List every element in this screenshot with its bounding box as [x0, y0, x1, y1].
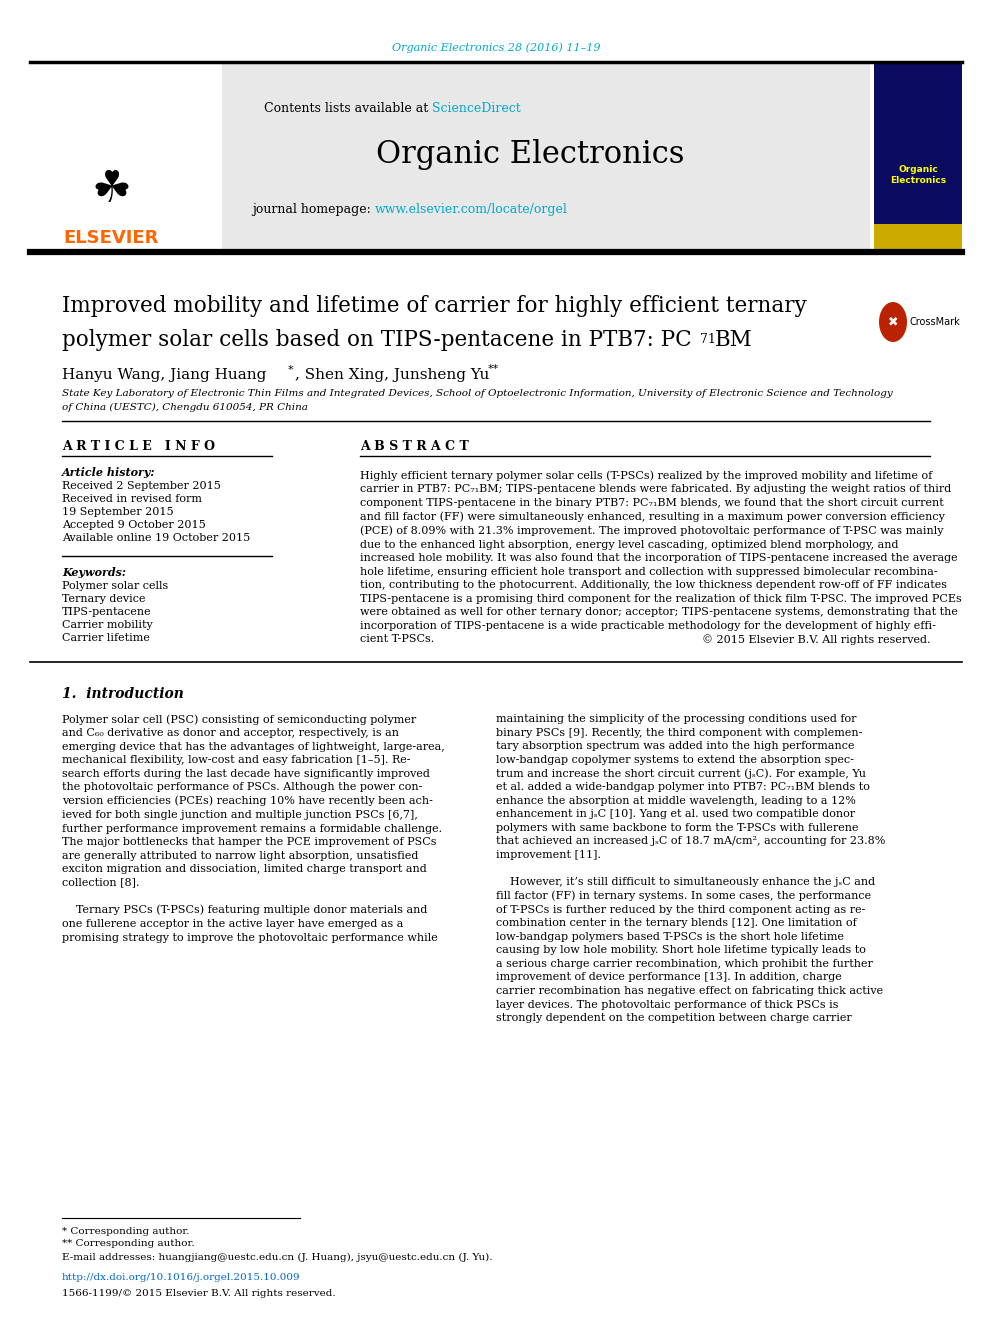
Ellipse shape	[879, 302, 907, 343]
Text: ScienceDirect: ScienceDirect	[432, 102, 521, 115]
Bar	[30, 64, 870, 251]
Text: ELSEVIER: ELSEVIER	[63, 229, 159, 247]
Bar	[30, 64, 222, 251]
Text: journal homepage:: journal homepage:	[252, 204, 375, 217]
Text: 1566-1199/© 2015 Elsevier B.V. All rights reserved.: 1566-1199/© 2015 Elsevier B.V. All right…	[62, 1289, 335, 1298]
Text: Improved mobility and lifetime of carrier for highly efficient ternary: Improved mobility and lifetime of carrie…	[62, 295, 806, 318]
Text: State Key Laboratory of Electronic Thin Films and Integrated Devices, School of : State Key Laboratory of Electronic Thin …	[62, 389, 893, 398]
Text: Available online 19 October 2015: Available online 19 October 2015	[62, 533, 250, 542]
Text: ** Corresponding author.: ** Corresponding author.	[62, 1240, 194, 1249]
Text: 1.  introduction: 1. introduction	[62, 687, 184, 701]
Text: Contents lists available at: Contents lists available at	[264, 102, 432, 115]
Text: Hanyu Wang, Jiang Huang: Hanyu Wang, Jiang Huang	[62, 368, 267, 382]
Text: Article history:: Article history:	[62, 467, 156, 478]
Text: * Corresponding author.: * Corresponding author.	[62, 1226, 189, 1236]
Text: ✖: ✖	[888, 315, 898, 328]
Text: 71: 71	[700, 333, 716, 347]
Text: A R T I C L E   I N F O: A R T I C L E I N F O	[62, 439, 215, 452]
Text: maintaining the simplicity of the processing conditions used for
binary PSCs [9]: maintaining the simplicity of the proces…	[496, 714, 886, 1023]
Text: Highly efficient ternary polymer solar cells (T-PSCs) realized by the improved m: Highly efficient ternary polymer solar c…	[360, 470, 962, 644]
Text: TIPS-pentacene: TIPS-pentacene	[62, 607, 152, 617]
Text: of China (UESTC), Chengdu 610054, PR China: of China (UESTC), Chengdu 610054, PR Chi…	[62, 402, 308, 411]
Text: Carrier mobility: Carrier mobility	[62, 620, 153, 630]
Text: www.elsevier.com/locate/orgel: www.elsevier.com/locate/orgel	[375, 204, 567, 217]
Text: , Shen Xing, Junsheng Yu: , Shen Xing, Junsheng Yu	[295, 368, 489, 382]
Text: Organic
Electronics: Organic Electronics	[890, 165, 946, 185]
Text: © 2015 Elsevier B.V. All rights reserved.: © 2015 Elsevier B.V. All rights reserved…	[701, 635, 930, 646]
Text: 19 September 2015: 19 September 2015	[62, 507, 174, 517]
Text: Polymer solar cell (PSC) consisting of semiconducting polymer
and C₆₀ derivative: Polymer solar cell (PSC) consisting of s…	[62, 714, 444, 942]
Text: E-mail addresses: huangjiang@uestc.edu.cn (J. Huang), jsyu@uestc.edu.cn (J. Yu).: E-mail addresses: huangjiang@uestc.edu.c…	[62, 1253, 492, 1262]
Text: Received 2 September 2015: Received 2 September 2015	[62, 482, 221, 491]
Text: Keywords:: Keywords:	[62, 566, 126, 578]
Text: **: **	[488, 364, 499, 374]
Bar	[874, 224, 962, 251]
Text: Organic Electronics: Organic Electronics	[376, 139, 684, 171]
Text: ☘: ☘	[91, 168, 131, 212]
Text: CrossMark: CrossMark	[910, 318, 960, 327]
Text: Polymer solar cells: Polymer solar cells	[62, 581, 169, 591]
Text: Organic Electronics 28 (2016) 11–19: Organic Electronics 28 (2016) 11–19	[392, 42, 600, 53]
Text: *: *	[288, 365, 294, 374]
Text: Ternary device: Ternary device	[62, 594, 146, 605]
Text: http://dx.doi.org/10.1016/j.orgel.2015.10.009: http://dx.doi.org/10.1016/j.orgel.2015.1…	[62, 1274, 301, 1282]
Text: Accepted 9 October 2015: Accepted 9 October 2015	[62, 520, 205, 531]
Text: Received in revised form: Received in revised form	[62, 493, 202, 504]
Text: Carrier lifetime: Carrier lifetime	[62, 632, 150, 643]
Bar	[874, 64, 962, 251]
Text: polymer solar cells based on TIPS-pentacene in PTB7: PC: polymer solar cells based on TIPS-pentac…	[62, 329, 691, 351]
Text: A B S T R A C T: A B S T R A C T	[360, 439, 469, 452]
Text: BM: BM	[715, 329, 753, 351]
